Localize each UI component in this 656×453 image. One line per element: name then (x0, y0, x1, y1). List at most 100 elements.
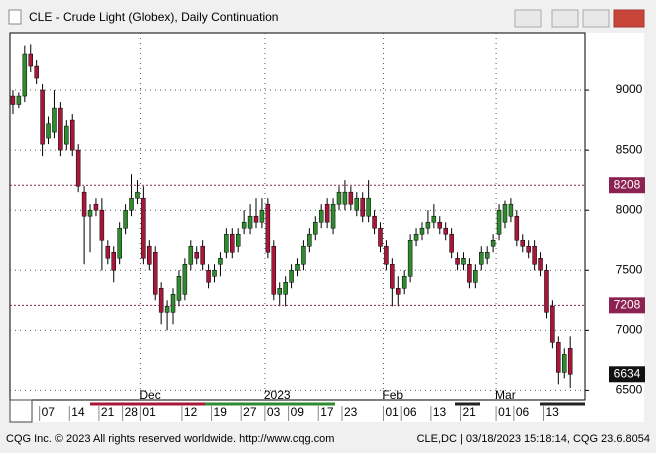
candle-body (443, 227, 448, 235)
candle-body (532, 245, 537, 265)
candle-body (484, 251, 490, 259)
month-label: Dec (139, 388, 160, 402)
month-label: Mar (495, 388, 516, 402)
candle-body (307, 233, 312, 247)
x-tick-label: 14 (71, 405, 85, 419)
candle-body (301, 245, 306, 265)
candle-body (372, 215, 377, 229)
candle-body (324, 203, 330, 223)
candle-body (105, 245, 111, 259)
candle-body (170, 294, 176, 313)
candle-body (360, 197, 365, 217)
candle-body (135, 191, 140, 199)
candle-body (283, 282, 288, 295)
candle-body (117, 227, 122, 259)
candle-body (419, 227, 425, 235)
candle-body (449, 233, 454, 253)
y-tick-label: 8500 (616, 142, 643, 156)
candle-body (295, 264, 300, 271)
axis-corner (9, 399, 33, 423)
candle-body (99, 209, 105, 241)
candle-body (366, 197, 371, 217)
x-tick-label: 01 (498, 405, 512, 419)
x-tick-label: 03 (267, 405, 281, 419)
last-price-label: 6634 (614, 366, 641, 380)
candle-body (330, 203, 336, 229)
candle-body (230, 233, 235, 253)
last-price-box (609, 366, 645, 383)
candle-body (277, 288, 282, 295)
candle-body (34, 65, 39, 79)
candle-body (336, 191, 342, 205)
candle-body (544, 270, 549, 313)
x-tick-label: 28 (125, 405, 139, 419)
x-tick-label: 17 (320, 405, 334, 419)
x-tick-label: 01 (385, 405, 399, 419)
candle-body (16, 95, 22, 105)
candle-body (81, 191, 87, 217)
candle-body (348, 191, 354, 205)
candle-body (253, 215, 259, 223)
y-tick-label: 6500 (616, 383, 643, 397)
plot-border (9, 32, 586, 401)
candle-body (247, 215, 253, 229)
footer-right: CLE,DC | 03/18/2023 15:18:14, CQG 23.6.8… (417, 433, 650, 445)
minimize-button[interactable] (551, 9, 579, 28)
candle-body (556, 342, 561, 373)
candle-body (164, 306, 170, 313)
candle-body (461, 257, 466, 265)
candle-body (467, 264, 472, 283)
candle-body (496, 209, 502, 235)
candle-body (508, 203, 514, 217)
candle-body (271, 245, 277, 295)
candle-body (206, 270, 211, 283)
candle-body (194, 251, 199, 259)
y-tick-label: 9000 (616, 82, 643, 96)
candle-body (224, 233, 229, 253)
candle-body (490, 239, 496, 247)
candle-body (93, 203, 99, 211)
candle-body (158, 288, 164, 313)
candle-body (182, 264, 188, 295)
x-tick-label: 12 (184, 405, 198, 419)
candle-body (58, 107, 63, 151)
candle-body (354, 197, 360, 211)
x-tick-label: 13 (546, 405, 560, 419)
link-button[interactable] (514, 9, 542, 28)
candle-body (75, 149, 81, 187)
footer-left: CQG Inc. © 2023 All rights reserved worl… (6, 433, 334, 445)
x-tick-label: 23 (344, 405, 358, 419)
x-tick-label: 13 (433, 405, 447, 419)
candle-body (28, 53, 33, 67)
candle-body (342, 191, 348, 205)
maximize-button[interactable] (582, 9, 610, 28)
candle-body (562, 354, 567, 373)
candle-body (111, 251, 116, 271)
candle-body (152, 251, 158, 295)
x-tick-label: 21 (463, 405, 477, 419)
x-tick-label: 19 (214, 405, 228, 419)
candle-body (235, 233, 241, 247)
x-tick-label: 07 (42, 405, 56, 419)
candle-body (265, 203, 271, 253)
candle-body (69, 119, 75, 151)
candle-body (425, 221, 431, 229)
candle-body (455, 257, 460, 265)
candle-body (396, 288, 401, 295)
reference-label: 7208 (614, 298, 641, 312)
x-tick-label: 09 (291, 405, 305, 419)
y-tick-label: 7000 (616, 322, 643, 336)
candle-body (212, 270, 217, 277)
y-tick-label: 7500 (616, 262, 643, 276)
x-tick-label: 06 (516, 405, 530, 419)
candle-body (22, 53, 28, 97)
candle-body (473, 270, 478, 283)
candle-body (413, 233, 419, 241)
window-title: CLE - Crude Light (Globex), Daily Contin… (29, 10, 278, 24)
candle-body (176, 276, 182, 301)
close-button[interactable] (613, 9, 645, 28)
reference-label: 8208 (614, 177, 641, 191)
candle-body (437, 221, 443, 229)
